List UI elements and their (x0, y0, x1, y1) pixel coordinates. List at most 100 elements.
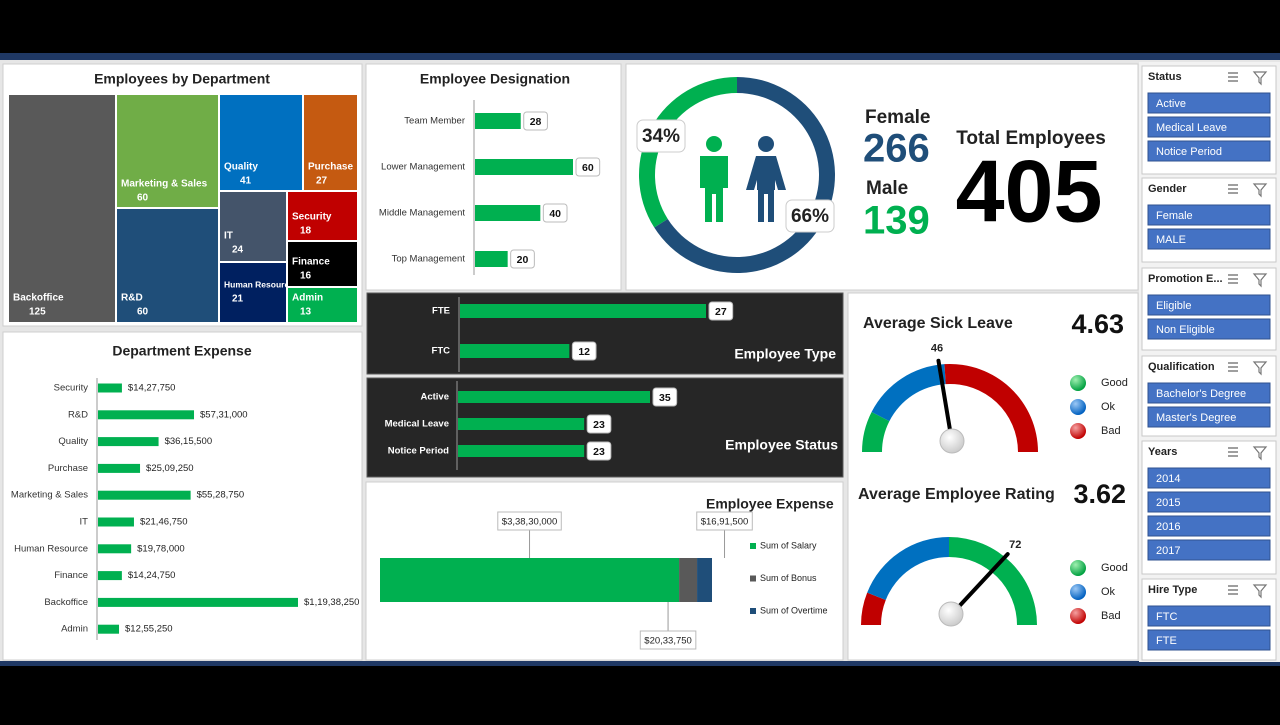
value-label: $21,46,750 (140, 517, 188, 528)
slicer-item[interactable] (1147, 140, 1271, 162)
value-label-box (510, 249, 535, 269)
value-label: $25,09,250 (146, 463, 194, 474)
female-icon (746, 136, 786, 222)
slicer-item[interactable] (1147, 204, 1271, 226)
slicer-item[interactable] (1147, 318, 1271, 340)
category-label: Backoffice (44, 597, 88, 608)
clear-filter-icon[interactable] (1252, 183, 1268, 198)
multi-select-icon[interactable] (1228, 72, 1238, 82)
value-label-box (586, 414, 612, 434)
treemap-tile (288, 192, 357, 240)
gauge-summary: 3.62 (1073, 479, 1126, 509)
slicer-item-label[interactable]: Notice Period (1156, 146, 1222, 158)
slicer-item-label[interactable]: Non Eligible (1156, 324, 1215, 336)
legend-marker (1070, 560, 1086, 576)
bar (475, 113, 521, 129)
clear-filter-icon[interactable] (1252, 446, 1268, 461)
kpi-label: Male (866, 178, 908, 199)
gauge-knob (939, 428, 965, 454)
multi-select-icon[interactable] (1228, 274, 1238, 284)
bar (98, 571, 122, 581)
tile-value: 21 (232, 294, 244, 305)
value-label: 20 (517, 254, 529, 266)
tile-label: Purchase (308, 162, 353, 173)
chart-title: Employee Type (734, 346, 836, 362)
data-label: $16,91,500 (701, 517, 749, 528)
slicer-item-label[interactable]: FTC (1156, 611, 1177, 623)
slicer-item[interactable] (1147, 605, 1271, 627)
bar (458, 391, 650, 403)
slicer-item[interactable] (1147, 294, 1271, 316)
slicer-item-label[interactable]: 2016 (1156, 521, 1180, 533)
clear-filter-icon[interactable] (1252, 273, 1268, 288)
value-label-box (523, 111, 548, 131)
gauge-title: Average Sick Leave (863, 315, 1013, 332)
gauge-value: 72 (1009, 539, 1021, 551)
treemap-tile (304, 95, 357, 190)
slicer-item-label[interactable]: Eligible (1156, 300, 1191, 312)
multi-select-icon[interactable] (1228, 362, 1238, 372)
slicer-item[interactable] (1147, 491, 1271, 513)
slicer-item[interactable] (1147, 629, 1271, 651)
slicer-item[interactable] (1147, 228, 1271, 250)
tile-value: 24 (232, 245, 244, 256)
tile-label: R&D (121, 293, 143, 304)
bar (98, 410, 195, 420)
gauge-value: 46 (931, 343, 943, 355)
bar (98, 490, 191, 500)
slicer-item[interactable] (1147, 539, 1271, 561)
slicer-item-label[interactable]: 2014 (1156, 473, 1180, 485)
slicer-item-label[interactable]: Bachelor's Degree (1156, 388, 1246, 400)
chart-title: Employees by Department (94, 71, 270, 87)
slicer-title: Promotion E... (1148, 273, 1223, 285)
slicer-item-label[interactable]: Active (1156, 98, 1186, 110)
slice-label: 34% (642, 126, 680, 147)
treemap-tile (220, 192, 286, 261)
treemap-tile (117, 95, 218, 207)
slicer-item[interactable] (1147, 406, 1271, 428)
slicer-item[interactable] (1147, 515, 1271, 537)
chart-title: Employee Designation (420, 71, 570, 87)
data-label-box (497, 511, 562, 531)
slicer-item-label[interactable]: Medical Leave (1156, 122, 1227, 134)
slicer-item[interactable] (1147, 467, 1271, 489)
slicer-item-label[interactable]: FTE (1156, 635, 1177, 647)
slicer-item[interactable] (1147, 382, 1271, 404)
bottom-band (0, 661, 1280, 666)
legend-swatch (750, 575, 756, 582)
kpi-value: 405 (956, 141, 1103, 240)
gauge-summary: 4.63 (1071, 309, 1124, 339)
slicer-title: Status (1148, 71, 1182, 83)
multi-select-icon[interactable] (1228, 585, 1238, 595)
slicer-item-label[interactable]: Master's Degree (1156, 412, 1236, 424)
kpi-label: Total Employees (956, 128, 1106, 149)
legend-label: Ok (1101, 401, 1116, 413)
clear-filter-icon[interactable] (1252, 361, 1268, 376)
legend-label: Good (1101, 377, 1128, 389)
slice-label-box (636, 119, 686, 153)
data-label-box (696, 511, 753, 531)
slicer-item[interactable] (1147, 92, 1271, 114)
value-label: 23 (593, 419, 605, 431)
multi-select-icon[interactable] (1228, 184, 1238, 194)
slice-label: 66% (791, 206, 829, 227)
slicer-title: Years (1148, 446, 1177, 458)
value-label-box (708, 301, 734, 321)
tile-value: 60 (137, 307, 149, 318)
category-label: Purchase (48, 463, 88, 474)
legend-label: Sum of Salary (760, 540, 817, 550)
slicer-item-label[interactable]: MALE (1156, 234, 1186, 246)
slicer-item-label[interactable]: Female (1156, 210, 1193, 222)
multi-select-icon[interactable] (1228, 447, 1238, 457)
slicer-item-label[interactable]: 2015 (1156, 497, 1180, 509)
legend-marker (1070, 584, 1086, 600)
slicer-item-label[interactable]: 2017 (1156, 545, 1180, 557)
slicer-item[interactable] (1147, 116, 1271, 138)
clear-filter-icon[interactable] (1252, 71, 1268, 86)
value-label: $55,28,750 (197, 490, 245, 501)
clear-filter-icon[interactable] (1252, 584, 1268, 599)
tile-label: Finance (292, 257, 330, 268)
gauge-band (862, 412, 890, 452)
bar (98, 597, 298, 607)
